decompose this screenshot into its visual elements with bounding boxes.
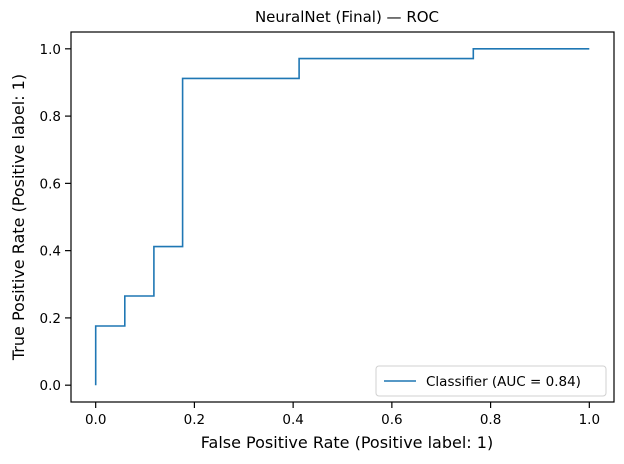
y-tick-label: 0.2 (40, 311, 61, 327)
y-tick-label: 0.0 (40, 378, 61, 394)
roc-curve-line-0 (94, 48, 590, 386)
x-tick-label: 0.0 (85, 412, 106, 428)
chart-title: NeuralNet (Final) — ROC (255, 8, 439, 26)
x-tick-label: 0.4 (282, 412, 303, 428)
y-tick-label: 1.0 (40, 42, 61, 58)
plot-area: 0.0 0.2 0.4 0.6 0.8 1.0 0.0 0.2 0.4 0.6 0.8 1.0 Clas… (40, 31, 615, 428)
y-tick-label: 0.6 (40, 176, 61, 192)
x-axis-title: False Positive Rate (Positive label: 1) (201, 433, 493, 452)
y-tick-label: 0.4 (40, 244, 61, 260)
x-tick-label: 1.0 (579, 412, 600, 428)
y-axis-title: True Positive Rate (Positive label: 1) (9, 74, 28, 361)
legend-label: Classifier (AUC = 0.84) (426, 374, 581, 390)
x-tick-label: 0.6 (381, 412, 402, 428)
axes-frame (70, 31, 615, 403)
x-tick-label: 0.8 (480, 412, 501, 428)
legend-box (375, 365, 607, 397)
y-tick-label: 0.8 (40, 109, 61, 125)
x-tick-label: 0.2 (184, 412, 205, 428)
